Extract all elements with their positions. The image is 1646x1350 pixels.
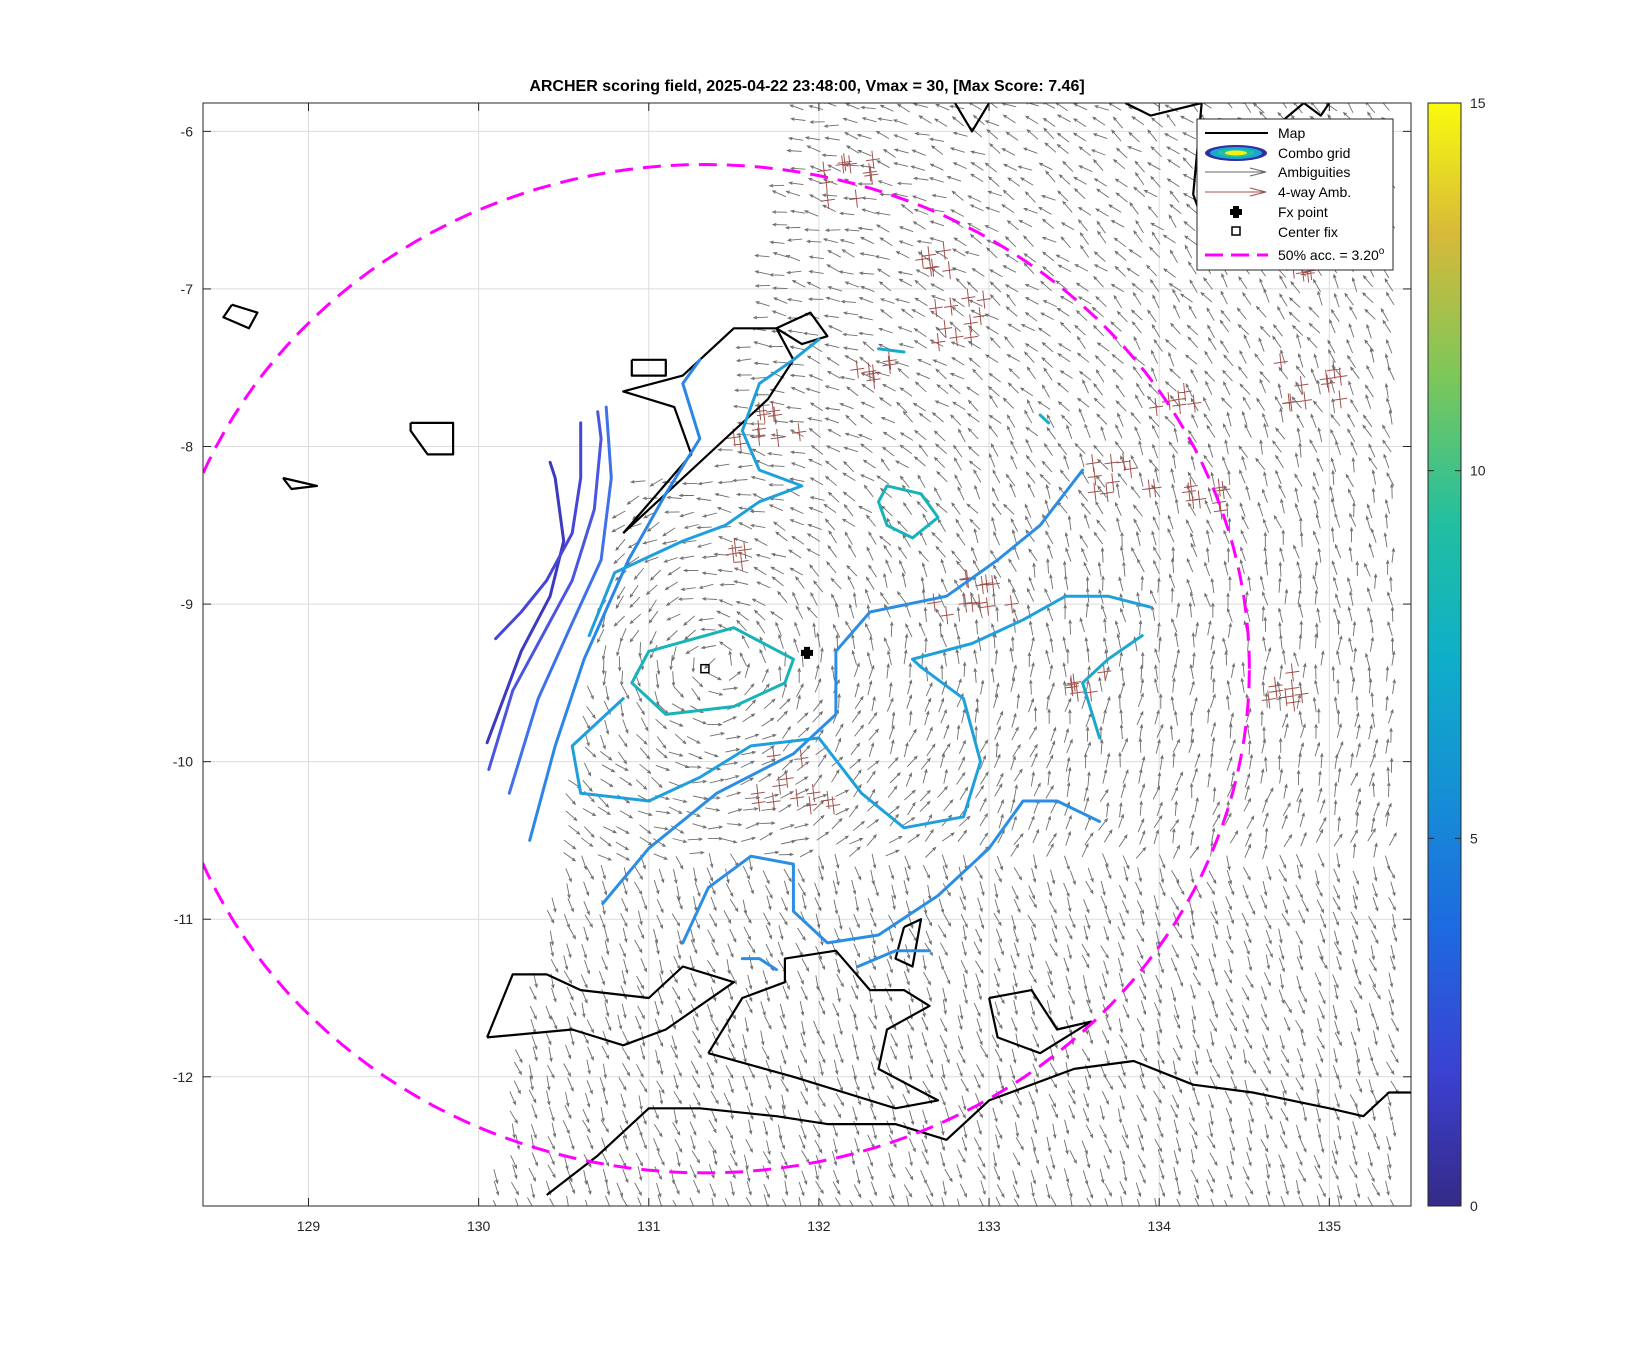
score-contour <box>856 949 931 968</box>
x-tick-label: 134 <box>1148 1218 1172 1234</box>
coastline <box>409 421 455 456</box>
y-tick-label: -12 <box>173 1069 193 1085</box>
legend: Map Combo grid Ambiguities 4-way Amb. Fx… <box>1196 118 1394 271</box>
coastline <box>546 1059 1411 1196</box>
score-contour <box>487 410 603 771</box>
center-fix-marker <box>700 663 710 674</box>
coastline <box>486 965 735 1047</box>
acc-circle <box>203 162 1251 1175</box>
coastline <box>775 311 829 346</box>
x-tick-label: 132 <box>807 1218 831 1234</box>
legend-acc-degree: o <box>1379 246 1385 257</box>
score-contour <box>601 468 1085 905</box>
score-contour <box>1081 634 1144 740</box>
legend-4way-label: 4-way Amb. <box>1278 184 1351 200</box>
y-tick-label: -10 <box>173 754 193 770</box>
ambiguity-arrows <box>492 103 1399 1206</box>
score-contour <box>877 484 940 540</box>
legend-map-label: Map <box>1278 125 1305 141</box>
legend-combo-symbol <box>1205 145 1267 161</box>
coastline <box>282 476 319 491</box>
legend-acc-label: 50% acc. = 3.20o <box>1278 246 1385 263</box>
colorbar-gradient <box>1427 102 1462 1207</box>
x-tick-label: 130 <box>467 1218 491 1234</box>
legend-fx-label: Fx point <box>1278 204 1328 220</box>
colorbar-tick-label: 15 <box>1470 95 1486 111</box>
colorbar-tick-label: 5 <box>1470 830 1478 846</box>
coastline <box>222 303 259 330</box>
coastline <box>894 918 923 968</box>
y-tick-label: -7 <box>181 281 194 297</box>
score-contour <box>681 799 1102 945</box>
legend-box <box>1196 118 1394 271</box>
x-tick-label: 135 <box>1318 1218 1342 1234</box>
y-tick-label: -11 <box>174 911 193 927</box>
axes-border <box>202 102 1412 1207</box>
x-tick-label: 131 <box>637 1218 661 1234</box>
coastline <box>1124 103 1202 117</box>
combo-grid-contours <box>485 337 1153 972</box>
score-contour <box>877 347 906 354</box>
figure-title: ARCHER scoring field, 2025-04-22 23:48:0… <box>529 78 1084 95</box>
colorbar-ticks: 0 5 10 15 <box>1428 95 1486 1214</box>
score-contour <box>740 957 778 972</box>
coastline <box>630 358 667 377</box>
coastline <box>954 103 991 133</box>
legend-center-label: Center fix <box>1278 224 1338 240</box>
y-tick-label: -8 <box>181 439 194 455</box>
score-contour <box>494 421 583 641</box>
colorbar-tick-label: 10 <box>1470 463 1486 479</box>
legend-ambiguities-symbol <box>1205 167 1267 177</box>
y-tick-label: -6 <box>181 123 194 139</box>
ambiguity-arrow-field <box>492 103 1399 1206</box>
axis-ticks: 129 130 131 132 133 134 135 -6 -7 -8 -9 -10 -11 -12 <box>173 103 1411 1234</box>
legend-combo-label: Combo grid <box>1278 145 1350 161</box>
score-contour <box>570 594 1153 830</box>
score-contour <box>507 405 613 795</box>
legend-ambiguities-label: Ambiguities <box>1278 164 1350 180</box>
legend-4way-symbol <box>1205 187 1267 197</box>
coastline <box>622 327 795 535</box>
map-content <box>203 103 1411 1206</box>
score-contour <box>1038 413 1051 425</box>
x-tick-label: 133 <box>977 1218 1001 1234</box>
legend-fx-symbol <box>1230 206 1242 218</box>
coastline <box>1303 103 1331 117</box>
map-axes: 129 130 131 132 133 134 135 -6 -7 -8 -9 -10 -11 -12 <box>173 102 1412 1234</box>
colorbar: 0 5 10 15 <box>1427 95 1486 1214</box>
coastline <box>707 949 940 1110</box>
score-contour <box>528 358 702 842</box>
legend-center-symbol <box>1231 226 1241 236</box>
score-contour <box>485 460 566 745</box>
coastlines <box>222 103 1411 1196</box>
x-tick-label: 129 <box>297 1218 321 1234</box>
fx-point-marker <box>801 646 813 659</box>
y-tick-label: -9 <box>181 596 194 612</box>
score-contour <box>587 337 821 638</box>
colorbar-tick-label: 0 <box>1470 1198 1478 1214</box>
coastline <box>988 988 1093 1055</box>
score-contour <box>630 626 795 716</box>
